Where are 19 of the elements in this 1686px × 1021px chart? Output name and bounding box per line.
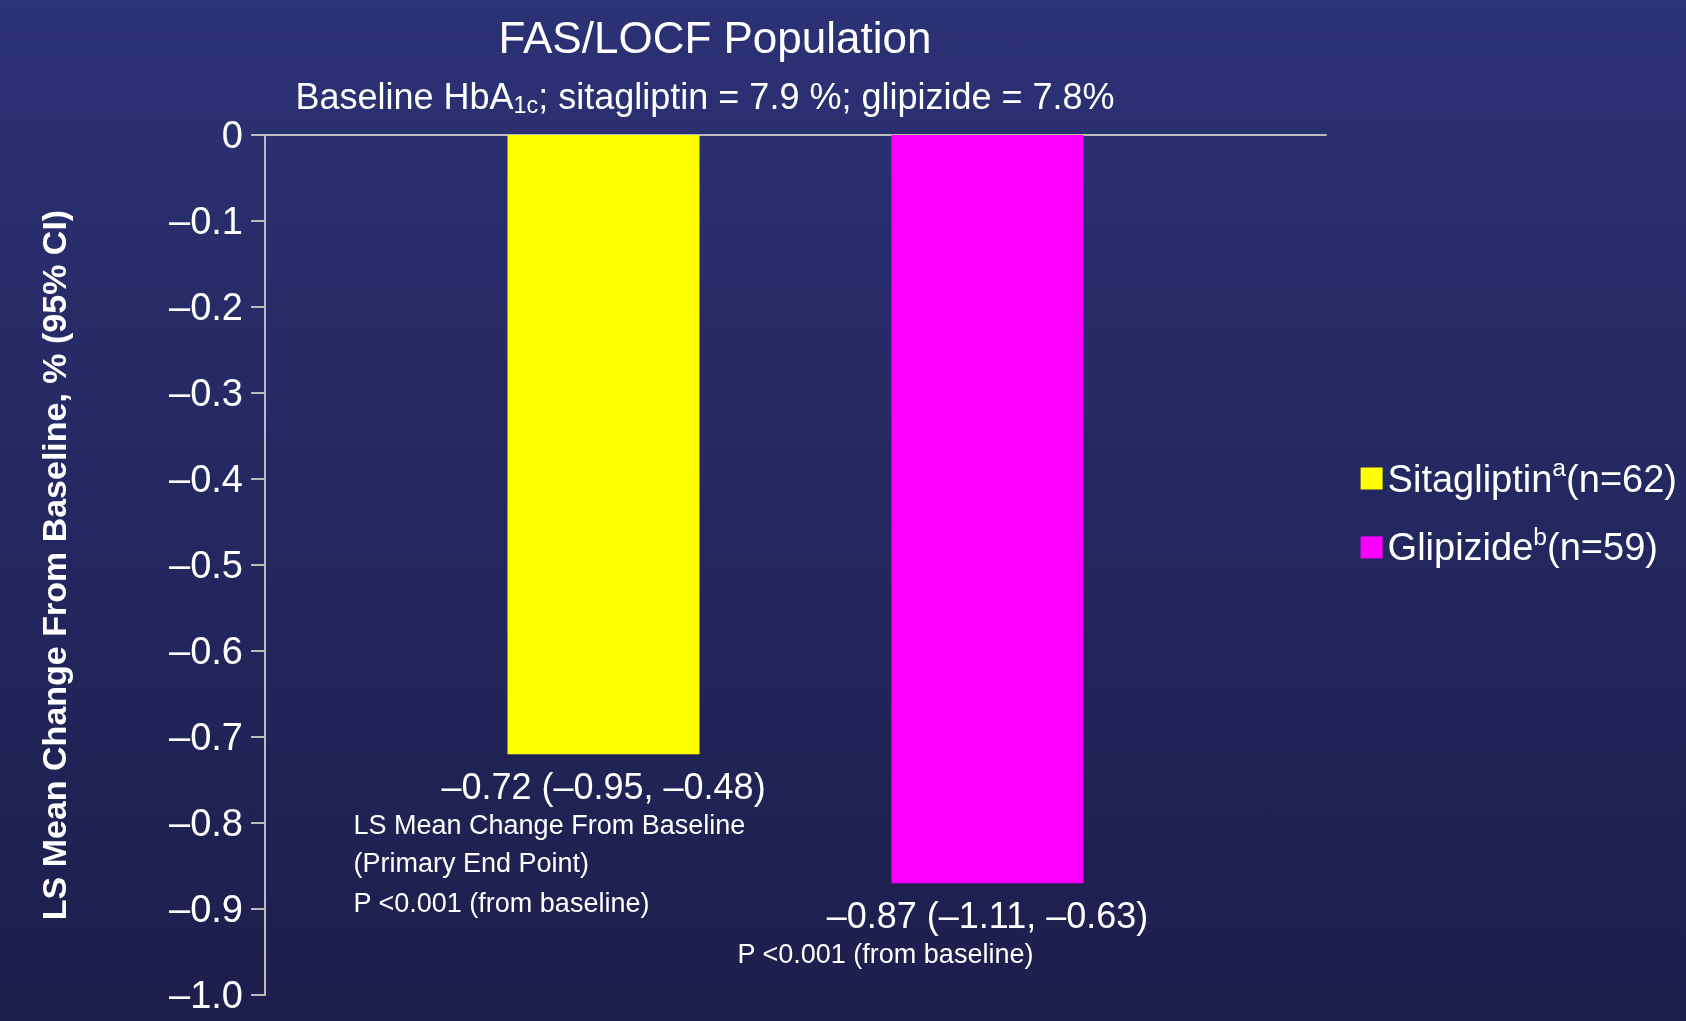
y-tick-label: –1.0 [169,974,243,1016]
y-tick-label: –0.3 [169,372,243,414]
y-tick-label: –0.2 [169,286,243,328]
y-tick-label: –0.6 [169,630,243,672]
annotation: P <0.001 (from baseline) [737,939,1034,970]
y-tick-label: –0.8 [169,802,243,844]
y-tick-label: –0.7 [169,716,243,758]
chart-subtitle: Baseline HbA1c; sitagliptin = 7.9 %; glipizide = 7.8% [295,76,1115,118]
data-label: –0.87 (–1.11, –0.63) [826,894,1149,936]
chart-title: FAS/LOCF Population [498,12,932,62]
y-tick-label: –0.5 [169,544,243,586]
y-tick-label: –0.1 [169,200,243,242]
y-tick-label: –0.9 [169,888,243,930]
y-tick-label: 0 [221,114,243,156]
y-tick-label: –0.4 [169,458,243,500]
y-axis-title: LS Mean Change From Baseline, % (95% CI) [35,209,73,921]
data-label: –0.72 (–0.95, –0.48) [441,765,766,807]
annotation: P <0.001 (from baseline) [353,888,650,919]
annotation: LS Mean Change From Baseline (Primary End Point) [353,810,753,879]
